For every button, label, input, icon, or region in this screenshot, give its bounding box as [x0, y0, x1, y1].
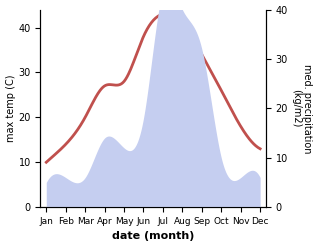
Y-axis label: max temp (C): max temp (C)	[5, 75, 16, 142]
X-axis label: date (month): date (month)	[112, 231, 194, 242]
Y-axis label: med. precipitation
(kg/m2): med. precipitation (kg/m2)	[291, 64, 313, 153]
